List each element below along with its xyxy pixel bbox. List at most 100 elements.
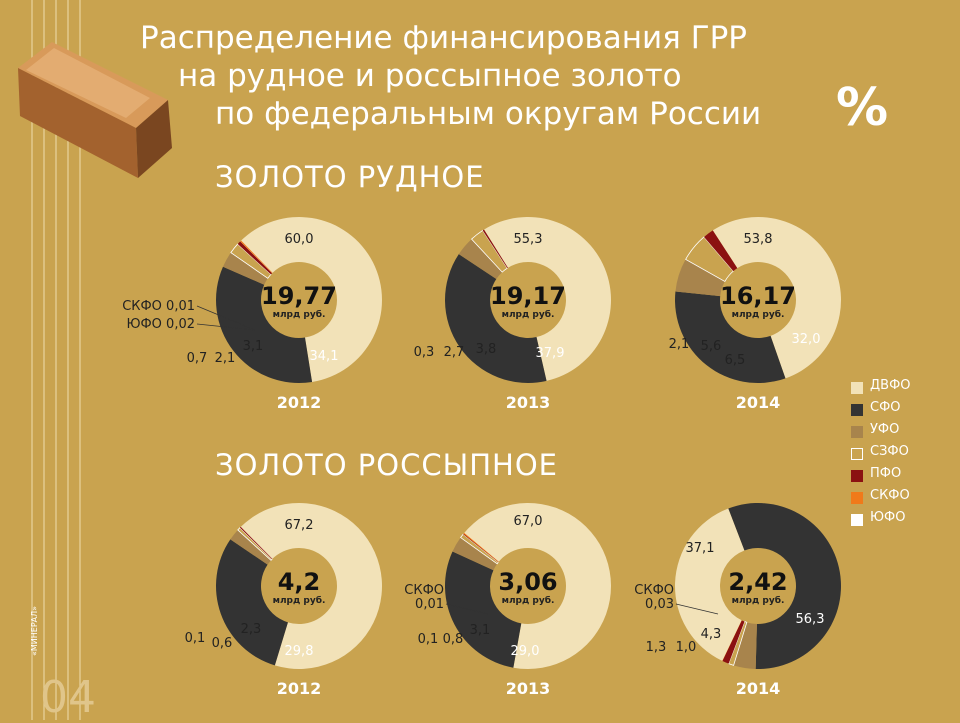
gold-bar-image	[18, 42, 172, 178]
chart-year: 2014	[736, 679, 781, 698]
chart-unit: млрд руб.	[502, 595, 555, 606]
data-label-СКФО-name: СКФО	[634, 583, 674, 598]
data-label-ПФО: 2,1	[669, 337, 690, 352]
data-label-СКФО: 0,03	[645, 597, 674, 612]
legend-swatch-ДВФО	[851, 382, 863, 394]
legend-swatch-СКФО	[851, 492, 863, 504]
data-label-ПФО: 0,3	[414, 345, 435, 360]
data-label-ЮФО: ЮФО 0,02	[126, 317, 195, 332]
data-label-ДВФО: 55,3	[514, 232, 543, 247]
slice-ДВФО	[675, 508, 745, 661]
chart-total: 19,17	[490, 282, 566, 310]
chart-year: 2013	[506, 679, 551, 698]
chart-year: 2012	[277, 393, 322, 412]
slice-ПФО	[722, 620, 745, 664]
data-label-ДВФО: 67,2	[285, 518, 314, 533]
leader-line	[196, 323, 256, 331]
slice-УФО	[452, 537, 498, 571]
data-label-ПФО: 0,7	[187, 351, 208, 366]
slice-УФО	[733, 622, 757, 669]
percent-sign: %	[836, 78, 889, 138]
slice-ПФО	[237, 241, 273, 275]
slice-СКФО	[463, 532, 499, 563]
data-label-УФО: 6,5	[725, 353, 746, 368]
chart-year: 2014	[736, 393, 781, 412]
slice-УФО	[230, 529, 271, 565]
slice-ДВФО	[240, 503, 382, 669]
chart-unit: млрд руб.	[732, 309, 785, 320]
data-label-ПФО: 0,1	[185, 631, 206, 646]
slice-СЗФО	[230, 243, 272, 279]
slice-СФО	[215, 266, 313, 383]
data-label-УФО: 3,1	[243, 339, 264, 354]
data-label-СЗФО: 1,0	[676, 640, 697, 655]
title-line-1: Распределение финансирования ГРР	[140, 20, 747, 56]
chart-unit: млрд руб.	[732, 595, 785, 606]
chart-unit: млрд руб.	[502, 309, 555, 320]
page-number: 04	[40, 672, 96, 723]
data-label-СФО: 37,9	[536, 346, 565, 361]
chart-total: 16,17	[720, 282, 796, 310]
data-label-СКФО-name: СКФО	[404, 583, 444, 598]
slice-СФО	[675, 291, 786, 383]
chart-year: 2013	[506, 393, 551, 412]
legend-swatch-ПФО	[851, 470, 863, 482]
slice-УФО	[458, 239, 503, 280]
legend-swatch-СЗФО	[851, 448, 863, 460]
data-label-СФО: 29,8	[285, 644, 314, 659]
legend-label-ПФО: ПФО	[870, 466, 902, 481]
data-label-СЗФО: 5,6	[701, 339, 722, 354]
slice-ДВФО	[712, 216, 842, 379]
chart-total: 2,42	[728, 568, 787, 596]
legend-swatch-ЮФО	[851, 514, 863, 526]
data-label-СФО: 32,0	[792, 332, 821, 347]
data-label-СЗФО: 0,6	[212, 636, 233, 651]
legend-swatch-СФО	[851, 404, 863, 416]
slice-ДВФО	[240, 217, 382, 382]
data-label-УФО: 2,3	[241, 622, 262, 637]
data-label-СЗФО: 0,8	[443, 632, 464, 647]
chart-total: 19,77	[261, 282, 337, 310]
title-line-3: по федеральным округам России	[215, 96, 762, 132]
slice-ПФО	[704, 230, 738, 272]
data-label-ПФО: 0,1	[418, 632, 439, 647]
data-label-СФО: 34,1	[310, 349, 339, 364]
slice-УФО	[222, 252, 268, 285]
legend-label-СФО: СФО	[870, 400, 901, 415]
chart-unit: млрд руб.	[273, 309, 326, 320]
slice-СЗФО	[728, 621, 748, 666]
data-label-ПФО: 1,3	[646, 640, 667, 655]
data-label-ДВФО: 60,0	[285, 232, 314, 247]
legend-label-СКФО: СКФО	[870, 488, 910, 503]
data-label-СЗФО: 2,1	[215, 351, 236, 366]
slice-ДВФО	[484, 216, 611, 381]
slice-ПФО	[239, 526, 273, 560]
section-title-placer: ЗОЛОТО РОССЫПНОЕ	[215, 448, 558, 482]
slice-СФО	[216, 539, 288, 666]
section-title-ore: ЗОЛОТО РУДНОЕ	[215, 160, 485, 194]
leader-line	[675, 603, 719, 615]
leader-line	[445, 603, 489, 615]
data-label-СФО: 29,0	[511, 644, 540, 659]
slice-СКФО	[240, 240, 273, 274]
slice-СФО	[728, 502, 841, 669]
data-label-УФО: 4,3	[701, 627, 722, 642]
chart-unit: млрд руб.	[273, 595, 326, 606]
title-line-2: на рудное и россыпное золото	[178, 58, 682, 94]
slice-СФО	[445, 254, 547, 383]
slice-СФО	[445, 551, 522, 668]
data-label-СКФО: 0,01	[415, 597, 444, 612]
legend-label-ДВФО: ДВФО	[870, 378, 911, 393]
data-label-ДВФО: 53,8	[744, 232, 773, 247]
data-label-СЗФО: 2,7	[444, 345, 465, 360]
chart-year: 2012	[277, 679, 322, 698]
